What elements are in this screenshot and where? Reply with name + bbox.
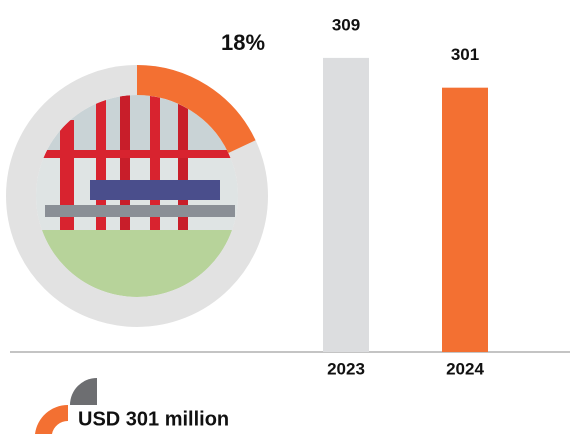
x-tick-label: 2024: [446, 359, 484, 378]
caption: USD 301 million: [78, 408, 229, 430]
donut-label: 18%: [221, 30, 265, 55]
bar: [323, 57, 369, 352]
donut: [6, 65, 268, 327]
x-tick-label: 2023: [327, 359, 365, 378]
bar-chart: 309 2023 301 2024: [323, 15, 488, 378]
value-label: 309: [332, 15, 360, 34]
icon-quarter: [70, 378, 97, 405]
donut-segment: [136, 65, 256, 154]
bar: [442, 87, 488, 353]
value-label: 301: [451, 45, 479, 64]
icon-arc: [35, 404, 68, 434]
